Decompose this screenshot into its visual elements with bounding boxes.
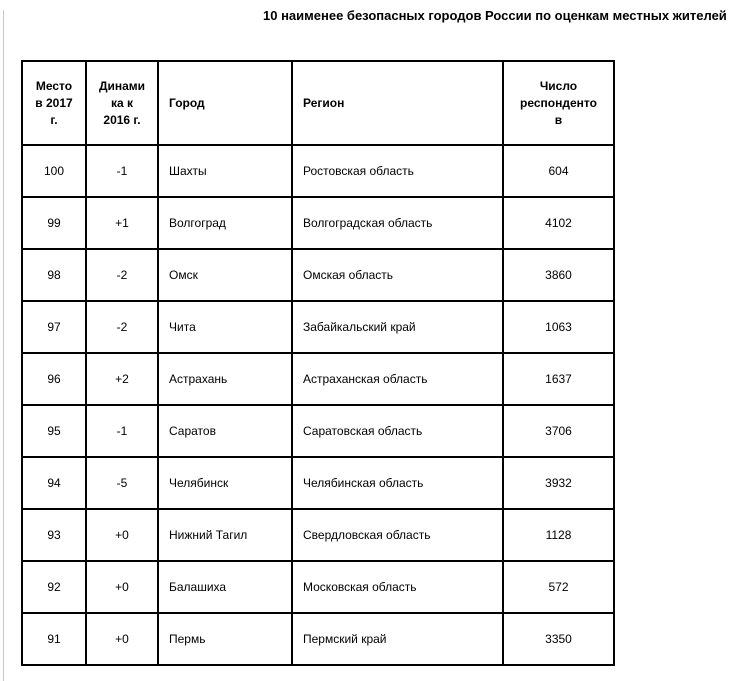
unsafe-cities-table: Место в 2017 г. Динамика к 2016 г. Город… — [21, 60, 615, 666]
table-cell-region: Волгоградская область — [291, 196, 504, 250]
table-row: 92 +0 Балашиха Московская область 572 — [21, 560, 615, 614]
table-row: 99 +1 Волгоград Волгоградская область 4102 — [21, 196, 615, 250]
table-cell-respondents: 3932 — [502, 456, 615, 510]
table-cell-rank-2017: 96 — [21, 352, 87, 406]
table-cell-city: Челябинск — [157, 456, 293, 510]
table-cell-respondents: 3350 — [502, 612, 615, 666]
table-cell-city: Нижний Тагил — [157, 508, 293, 562]
table-cell-city: Балашиха — [157, 560, 293, 614]
table-cell-dynamics: +0 — [85, 612, 159, 666]
table-cell-respondents: 3706 — [502, 404, 615, 458]
table-cell-rank-2017: 94 — [21, 456, 87, 510]
table-cell-rank-2017: 93 — [21, 508, 87, 562]
table-row: 97 -2 Чита Забайкальский край 1063 — [21, 300, 615, 354]
table-cell-dynamics: +0 — [85, 508, 159, 562]
table-cell-rank-2017: 98 — [21, 248, 87, 302]
table-cell-dynamics: -2 — [85, 248, 159, 302]
table-cell-rank-2017: 95 — [21, 404, 87, 458]
table-row: 95 -1 Саратов Саратовская область 3706 — [21, 404, 615, 458]
table-cell-city: Волгоград — [157, 196, 293, 250]
table-cell-respondents: 604 — [502, 144, 615, 198]
column-header-city: Город — [157, 60, 293, 146]
table-cell-dynamics: +1 — [85, 196, 159, 250]
table-cell-region: Ростовская область — [291, 144, 504, 198]
table-cell-city: Чита — [157, 300, 293, 354]
table-cell-city: Шахты — [157, 144, 293, 198]
table-cell-respondents: 572 — [502, 560, 615, 614]
table-cell-region: Омская область — [291, 248, 504, 302]
table-cell-city: Астрахань — [157, 352, 293, 406]
table-cell-respondents: 4102 — [502, 196, 615, 250]
table-row: 94 -5 Челябинск Челябинская область 3932 — [21, 456, 615, 510]
table-cell-respondents: 1063 — [502, 300, 615, 354]
table-row: 93 +0 Нижний Тагил Свердловская область 1128 — [21, 508, 615, 562]
table-cell-region: Саратовская область — [291, 404, 504, 458]
table-cell-dynamics: -2 — [85, 300, 159, 354]
table-cell-respondents: 3860 — [502, 248, 615, 302]
column-header-dynamics: Динамика к 2016 г. — [85, 60, 159, 146]
table-cell-region: Свердловская область — [291, 508, 504, 562]
table-row: 98 -2 Омск Омская область 3860 — [21, 248, 615, 302]
table-cell-region: Челябинская область — [291, 456, 504, 510]
table-cell-region: Московская область — [291, 560, 504, 614]
table-cell-rank-2017: 97 — [21, 300, 87, 354]
column-header-respondents: Число респондентов — [502, 60, 615, 146]
table-cell-dynamics: +0 — [85, 560, 159, 614]
table-cell-rank-2017: 99 — [21, 196, 87, 250]
table-cell-region: Астраханская область — [291, 352, 504, 406]
table-cell-rank-2017: 91 — [21, 612, 87, 666]
table-cell-rank-2017: 92 — [21, 560, 87, 614]
table-row: 91 +0 Пермь Пермский край 3350 — [21, 612, 615, 666]
table-cell-city: Омск — [157, 248, 293, 302]
table-row: 100 -1 Шахты Ростовская область 604 — [21, 144, 615, 198]
table-cell-dynamics: +2 — [85, 352, 159, 406]
page-edge-line — [3, 10, 4, 681]
table-cell-dynamics: -5 — [85, 456, 159, 510]
table-cell-region: Пермский край — [291, 612, 504, 666]
table-cell-respondents: 1637 — [502, 352, 615, 406]
column-header-rank-2017: Место в 2017 г. — [21, 60, 87, 146]
table-row: 96 +2 Астрахань Астраханская область 1637 — [21, 352, 615, 406]
table-cell-city: Пермь — [157, 612, 293, 666]
page-title: 10 наименее безопасных городов России по… — [263, 8, 727, 23]
table-cell-rank-2017: 100 — [21, 144, 87, 198]
table-cell-city: Саратов — [157, 404, 293, 458]
table-cell-dynamics: -1 — [85, 144, 159, 198]
column-header-region: Регион — [291, 60, 504, 146]
table-cell-respondents: 1128 — [502, 508, 615, 562]
table-cell-dynamics: -1 — [85, 404, 159, 458]
table-header-row: Место в 2017 г. Динамика к 2016 г. Город… — [21, 60, 615, 146]
table-cell-region: Забайкальский край — [291, 300, 504, 354]
